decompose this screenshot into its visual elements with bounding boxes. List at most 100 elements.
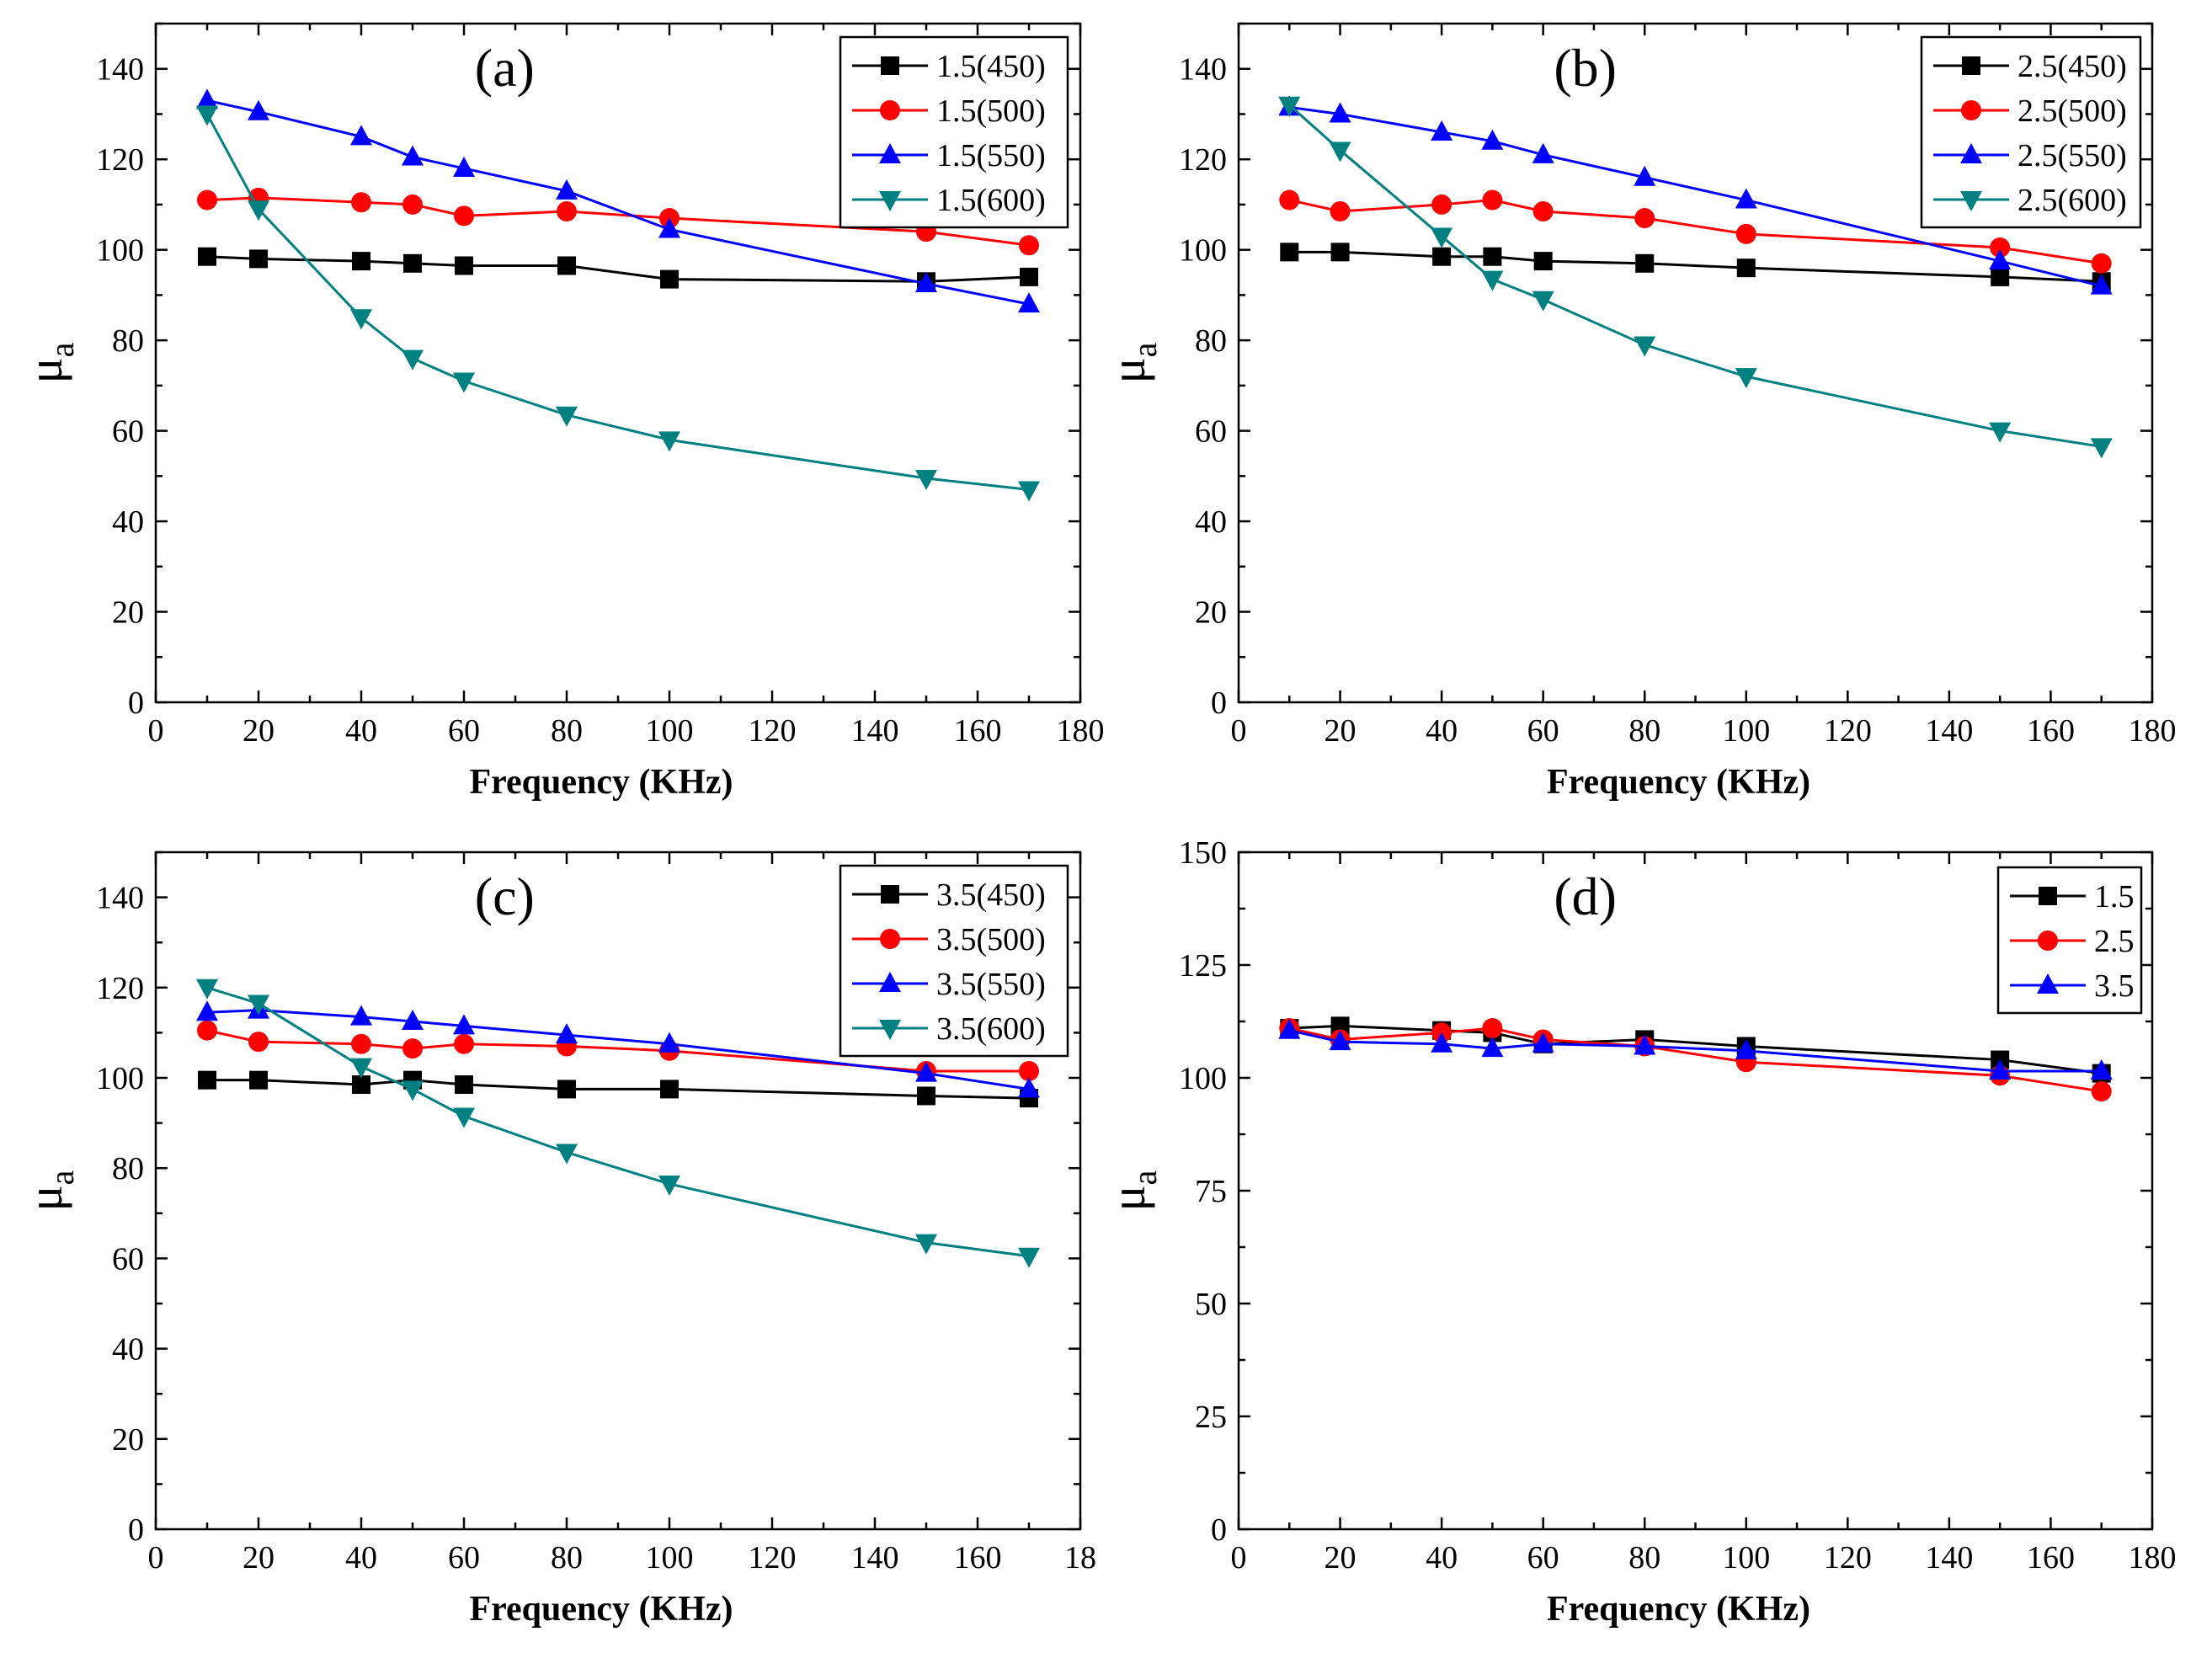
data-point [453,372,475,393]
y-axis-title-sub: a [1126,1170,1164,1185]
y-axis-title-sub: a [1126,342,1164,357]
data-point [1432,247,1452,266]
data-point [1330,243,1350,262]
data-point [2090,274,2113,295]
series-line [206,255,1030,283]
panel-label: (c) [475,866,535,926]
data-point [1735,1038,1757,1059]
y-tick-label: 80 [112,1151,144,1186]
data-point [1329,1030,1351,1051]
data-point [1634,208,1655,229]
legend-entry: 1.5(550) [936,138,1046,173]
data-point [196,88,218,109]
legend-entry: 2.5(450) [2017,49,2127,84]
data-point [402,349,424,371]
data-point [1481,270,1504,291]
data-point [402,1080,424,1101]
y-tick-label: 140 [96,881,144,916]
legend-marker [879,972,901,992]
data-point [2090,438,2113,459]
legend-entry: 3.5(550) [936,967,1046,1002]
data-point [1989,1058,2012,1080]
data-point [350,309,372,330]
x-tick-label: 160 [954,1540,1002,1576]
legend: 2.5(450) 2.5(500) 2.5(550) 2.5(600) [1920,35,2142,229]
data-point [556,406,578,427]
legend-marker [1960,191,1982,211]
data-point [1018,1247,1040,1268]
legend-marker [879,191,901,211]
data-point [198,1070,216,1090]
y-axis-title-main: μ [18,357,72,383]
y-tick-label: 0 [1211,1512,1227,1548]
series-3.5(450) [198,1070,1038,1108]
y-tick-label: 20 [112,1422,144,1458]
data-point [196,978,218,1000]
y-tick-label: 60 [112,414,144,450]
panel-c: 0 20 40 60 80 100 120 140 160 1802040608010012014… [18,850,1096,1629]
x-axis-title: Frequency (KHz) [470,1590,733,1629]
data-point [197,189,217,211]
x-tick-label: 140 [851,1540,899,1576]
legend-entry: 2.5 [2094,924,2135,959]
y-axis-title: μa [1101,1170,1164,1211]
y-tick-label: 20 [112,595,144,631]
x-tick-label: 160 [2027,713,2075,749]
legend-entry: 1.5 [2094,879,2135,914]
data-point [1735,223,1756,244]
y-axis-title-main: μ [18,1185,72,1211]
data-point [1635,253,1655,273]
series-line [207,1079,1030,1100]
data-point [402,1038,423,1059]
panel-label: (a) [475,38,535,98]
y-tick-label: 150 [1179,835,1227,871]
panel-b: 0 20 40 60 80 100 120 140 160 180 0 20 40 60 80 100 120 1… [1101,22,2177,802]
x-tick-label: 120 [1824,1540,1872,1576]
data-point [1431,120,1453,141]
data-point [2091,1081,2112,1102]
series-1.5(550) [196,88,1040,313]
y-axis-title-main: μ [1101,1185,1155,1211]
data-point [351,192,371,213]
panel-label: (d) [1554,866,1617,926]
x-tick-label: 120 [749,713,797,749]
x-tick-label: 120 [749,1540,797,1576]
data-point [249,249,268,269]
data-point [1634,165,1656,186]
series-2.5(550) [1278,95,2113,295]
data-point [403,253,422,273]
legend-box [839,35,1069,229]
x-tick-label: 60 [448,713,480,749]
x-tick-label: 180 [2129,713,2177,749]
data-point [1431,194,1452,215]
y-axis-title: μa [18,342,81,383]
legend-marker [879,1020,901,1040]
legend-entry: 3.5(600) [936,1011,1046,1047]
legend-marker [1960,143,1982,163]
x-tick-label: 140 [1925,713,1973,749]
data-point [915,470,937,491]
series-line [1288,1029,2102,1073]
y-axis-title-sub: a [43,1170,81,1185]
legend-marker [1961,100,1981,120]
legend-marker [881,56,899,75]
y-tick-label: 25 [1195,1400,1227,1435]
legend-entry: 2.5(600) [2017,183,2127,218]
data-point [1532,142,1554,163]
data-point [557,1080,576,1099]
y-axis-title: μa [18,1170,81,1211]
y-tick-label: 0 [1211,685,1227,721]
y-tick-label: 100 [1179,233,1227,269]
data-point [1634,1034,1656,1055]
data-point [402,1010,424,1030]
data-point [1736,259,1756,278]
x-tick-label: 80 [1628,713,1660,749]
x-tick-label: 80 [551,1540,583,1576]
legend-marker [2039,887,2057,905]
data-point [1330,200,1351,221]
data-point [1018,292,1040,313]
data-point [1278,1018,1301,1039]
legend-marker [879,143,901,163]
data-point [1533,252,1553,271]
data-point [1989,422,2012,443]
